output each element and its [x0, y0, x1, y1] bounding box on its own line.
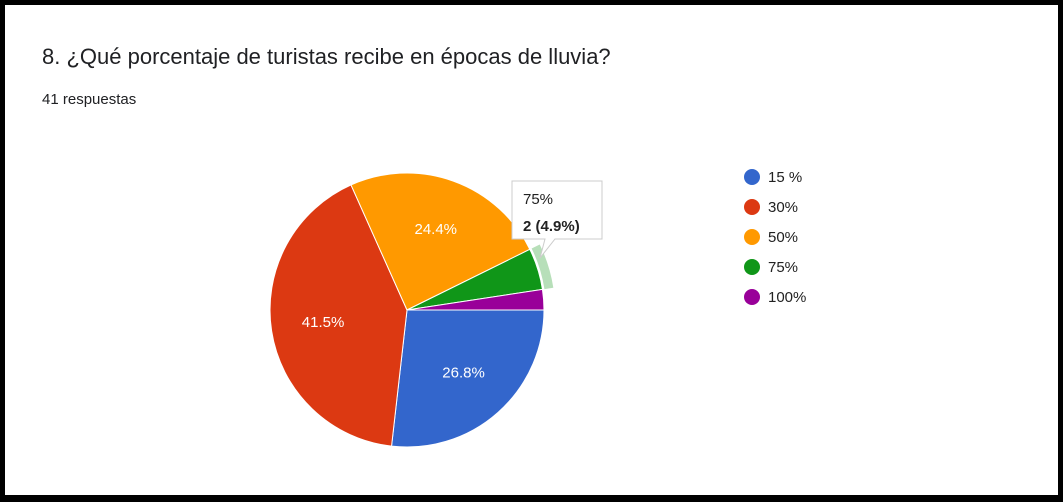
legend-swatch: [744, 199, 760, 215]
legend-swatch: [744, 229, 760, 245]
tooltip: 75% 2 (4.9%): [511, 180, 603, 259]
legend-label: 15 %: [768, 169, 802, 186]
tooltip-title: 75%: [523, 191, 553, 208]
legend-swatch: [744, 289, 760, 305]
chart-title: 8. ¿Qué porcentaje de turistas recibe en…: [42, 44, 611, 69]
pie-slice: [406, 288, 545, 311]
legend-label: 75%: [768, 259, 798, 276]
data-label: 41.5%: [302, 314, 345, 331]
slice-highlight: [531, 244, 554, 290]
response-count: 41 respuestas: [42, 91, 136, 108]
legend-label: 30%: [768, 199, 798, 216]
legend-label: 100%: [768, 289, 806, 306]
data-label: 24.4%: [414, 221, 457, 238]
pie-slice: [269, 184, 408, 447]
card: [5, 5, 1058, 495]
pie-slice: [390, 309, 545, 448]
legend-swatch: [744, 259, 760, 275]
legend-swatch: [744, 169, 760, 185]
legend-label: 50%: [768, 229, 798, 246]
tooltip-box: [511, 180, 603, 259]
tooltip-value: 2 (4.9%): [523, 218, 580, 235]
data-label: 26.8%: [442, 364, 485, 381]
